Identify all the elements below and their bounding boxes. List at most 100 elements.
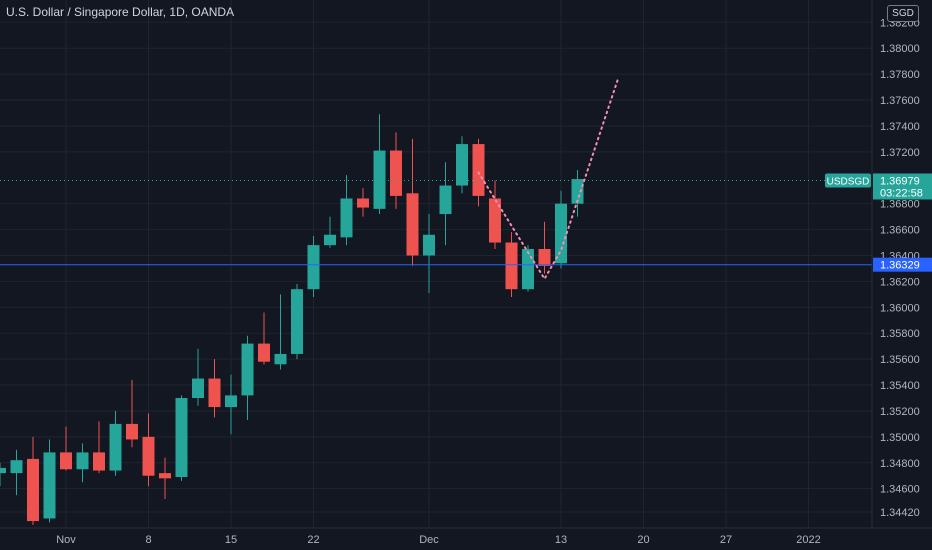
- candle-body: [571, 179, 584, 204]
- x-tick-label: 20: [637, 534, 649, 546]
- candle-up: [0, 462, 6, 487]
- candle-down: [159, 457, 171, 500]
- candle-body: [241, 343, 254, 396]
- countdown-value: 03:22:58: [880, 187, 923, 199]
- candle-up: [225, 374, 237, 435]
- time-axis[interactable]: Nov 8 15 22 Dec 13 20 27 2022: [56, 534, 821, 546]
- candle-down: [489, 180, 501, 250]
- candle-body: [373, 150, 386, 209]
- candle-up: [43, 439, 56, 523]
- candle-body: [126, 423, 138, 440]
- candle-body: [406, 193, 419, 256]
- y-tick-label: 1.38000: [880, 43, 920, 55]
- candle-up: [456, 136, 468, 194]
- x-tick-label: 22: [307, 534, 319, 546]
- candle-body: [142, 436, 155, 476]
- candle-body: [472, 144, 485, 196]
- candle-body: [175, 397, 188, 478]
- candle-body: [439, 185, 452, 215]
- candle-body: [522, 249, 534, 290]
- candle-body: [60, 452, 72, 470]
- candle-up: [373, 114, 386, 215]
- candle-body: [555, 203, 567, 264]
- candle-down: [27, 436, 39, 525]
- candle-down: [126, 379, 138, 448]
- x-tick-label: Dec: [419, 534, 439, 546]
- candle-body: [109, 423, 122, 471]
- y-tick-label: 1.36800: [880, 199, 920, 211]
- candle-body: [390, 150, 402, 196]
- candle-body: [159, 473, 171, 479]
- candle-up: [109, 410, 122, 476]
- candle-up: [571, 169, 584, 217]
- last-price-value: 1.36979: [880, 175, 920, 187]
- candle-up: [423, 214, 435, 294]
- candle-body: [258, 343, 270, 362]
- line-price-value: 1.36329: [880, 260, 920, 272]
- candle-down: [390, 132, 402, 209]
- y-tick-label: 1.34420: [880, 507, 920, 519]
- candle-body: [76, 452, 89, 470]
- candle-up: [10, 449, 23, 496]
- y-tick-label: 1.34800: [880, 458, 920, 470]
- candle-down: [208, 359, 221, 418]
- candle-body: [208, 378, 221, 408]
- overlays: [0, 75, 872, 281]
- candle-up: [76, 443, 89, 483]
- candle-down: [142, 413, 155, 487]
- x-tick-label: 8: [145, 534, 151, 546]
- currency-badge[interactable]: SGD: [887, 5, 919, 22]
- candle-up: [439, 162, 452, 246]
- candle-down: [406, 138, 419, 266]
- y-tick-label: 1.34600: [880, 484, 920, 496]
- candle-body: [423, 234, 435, 256]
- candle-up: [175, 395, 188, 481]
- candle-body: [10, 460, 23, 474]
- candle-body: [307, 245, 320, 290]
- candle-body: [274, 353, 287, 365]
- candle-body: [456, 144, 468, 186]
- y-tick-label: 1.36600: [880, 225, 920, 237]
- candle-up: [241, 335, 254, 421]
- chart-title: U.S. Dollar / Singapore Dollar, 1D, OAND…: [6, 5, 235, 19]
- candle-down: [258, 312, 270, 365]
- candle-body: [324, 234, 336, 246]
- y-tick-label: 1.36000: [880, 302, 920, 314]
- candle-body: [489, 198, 501, 243]
- x-tick-label: 15: [225, 534, 237, 546]
- candle-body: [0, 467, 6, 474]
- y-tick-label: 1.35600: [880, 354, 920, 366]
- x-tick-label: 27: [720, 534, 732, 546]
- candle-down: [60, 426, 72, 471]
- candle-up: [324, 216, 336, 248]
- y-tick-label: 1.37800: [880, 69, 920, 81]
- projection-path: [477, 75, 620, 281]
- candles: [0, 114, 584, 525]
- line-price-tag-bg: [873, 257, 932, 272]
- candle-body: [505, 242, 518, 290]
- x-tick-label: 2022: [796, 534, 820, 546]
- last-price-tag-bg: [873, 173, 932, 200]
- candle-body: [192, 378, 204, 398]
- x-tick-label: Nov: [56, 534, 76, 546]
- candle-up: [555, 190, 567, 269]
- y-tick-label: 1.36200: [880, 276, 920, 288]
- x-tick-label: 13: [555, 534, 567, 546]
- candle-up: [307, 236, 320, 297]
- y-tick-label: 1.37400: [880, 121, 920, 133]
- y-tick-label: 1.35200: [880, 406, 920, 418]
- price-axis[interactable]: 1.382001.380001.378001.376001.374001.372…: [880, 17, 920, 519]
- candle-body: [43, 452, 56, 519]
- symbol-tag: USDSGD: [827, 176, 870, 187]
- symbol-tag-bg: [825, 173, 871, 188]
- candle-down: [357, 188, 369, 217]
- y-tick-label: 1.35400: [880, 380, 920, 392]
- y-tick-label: 1.37600: [880, 95, 920, 107]
- candle-body: [538, 249, 551, 266]
- candle-up: [340, 175, 353, 246]
- candle-body: [340, 198, 353, 238]
- candle-body: [225, 395, 237, 408]
